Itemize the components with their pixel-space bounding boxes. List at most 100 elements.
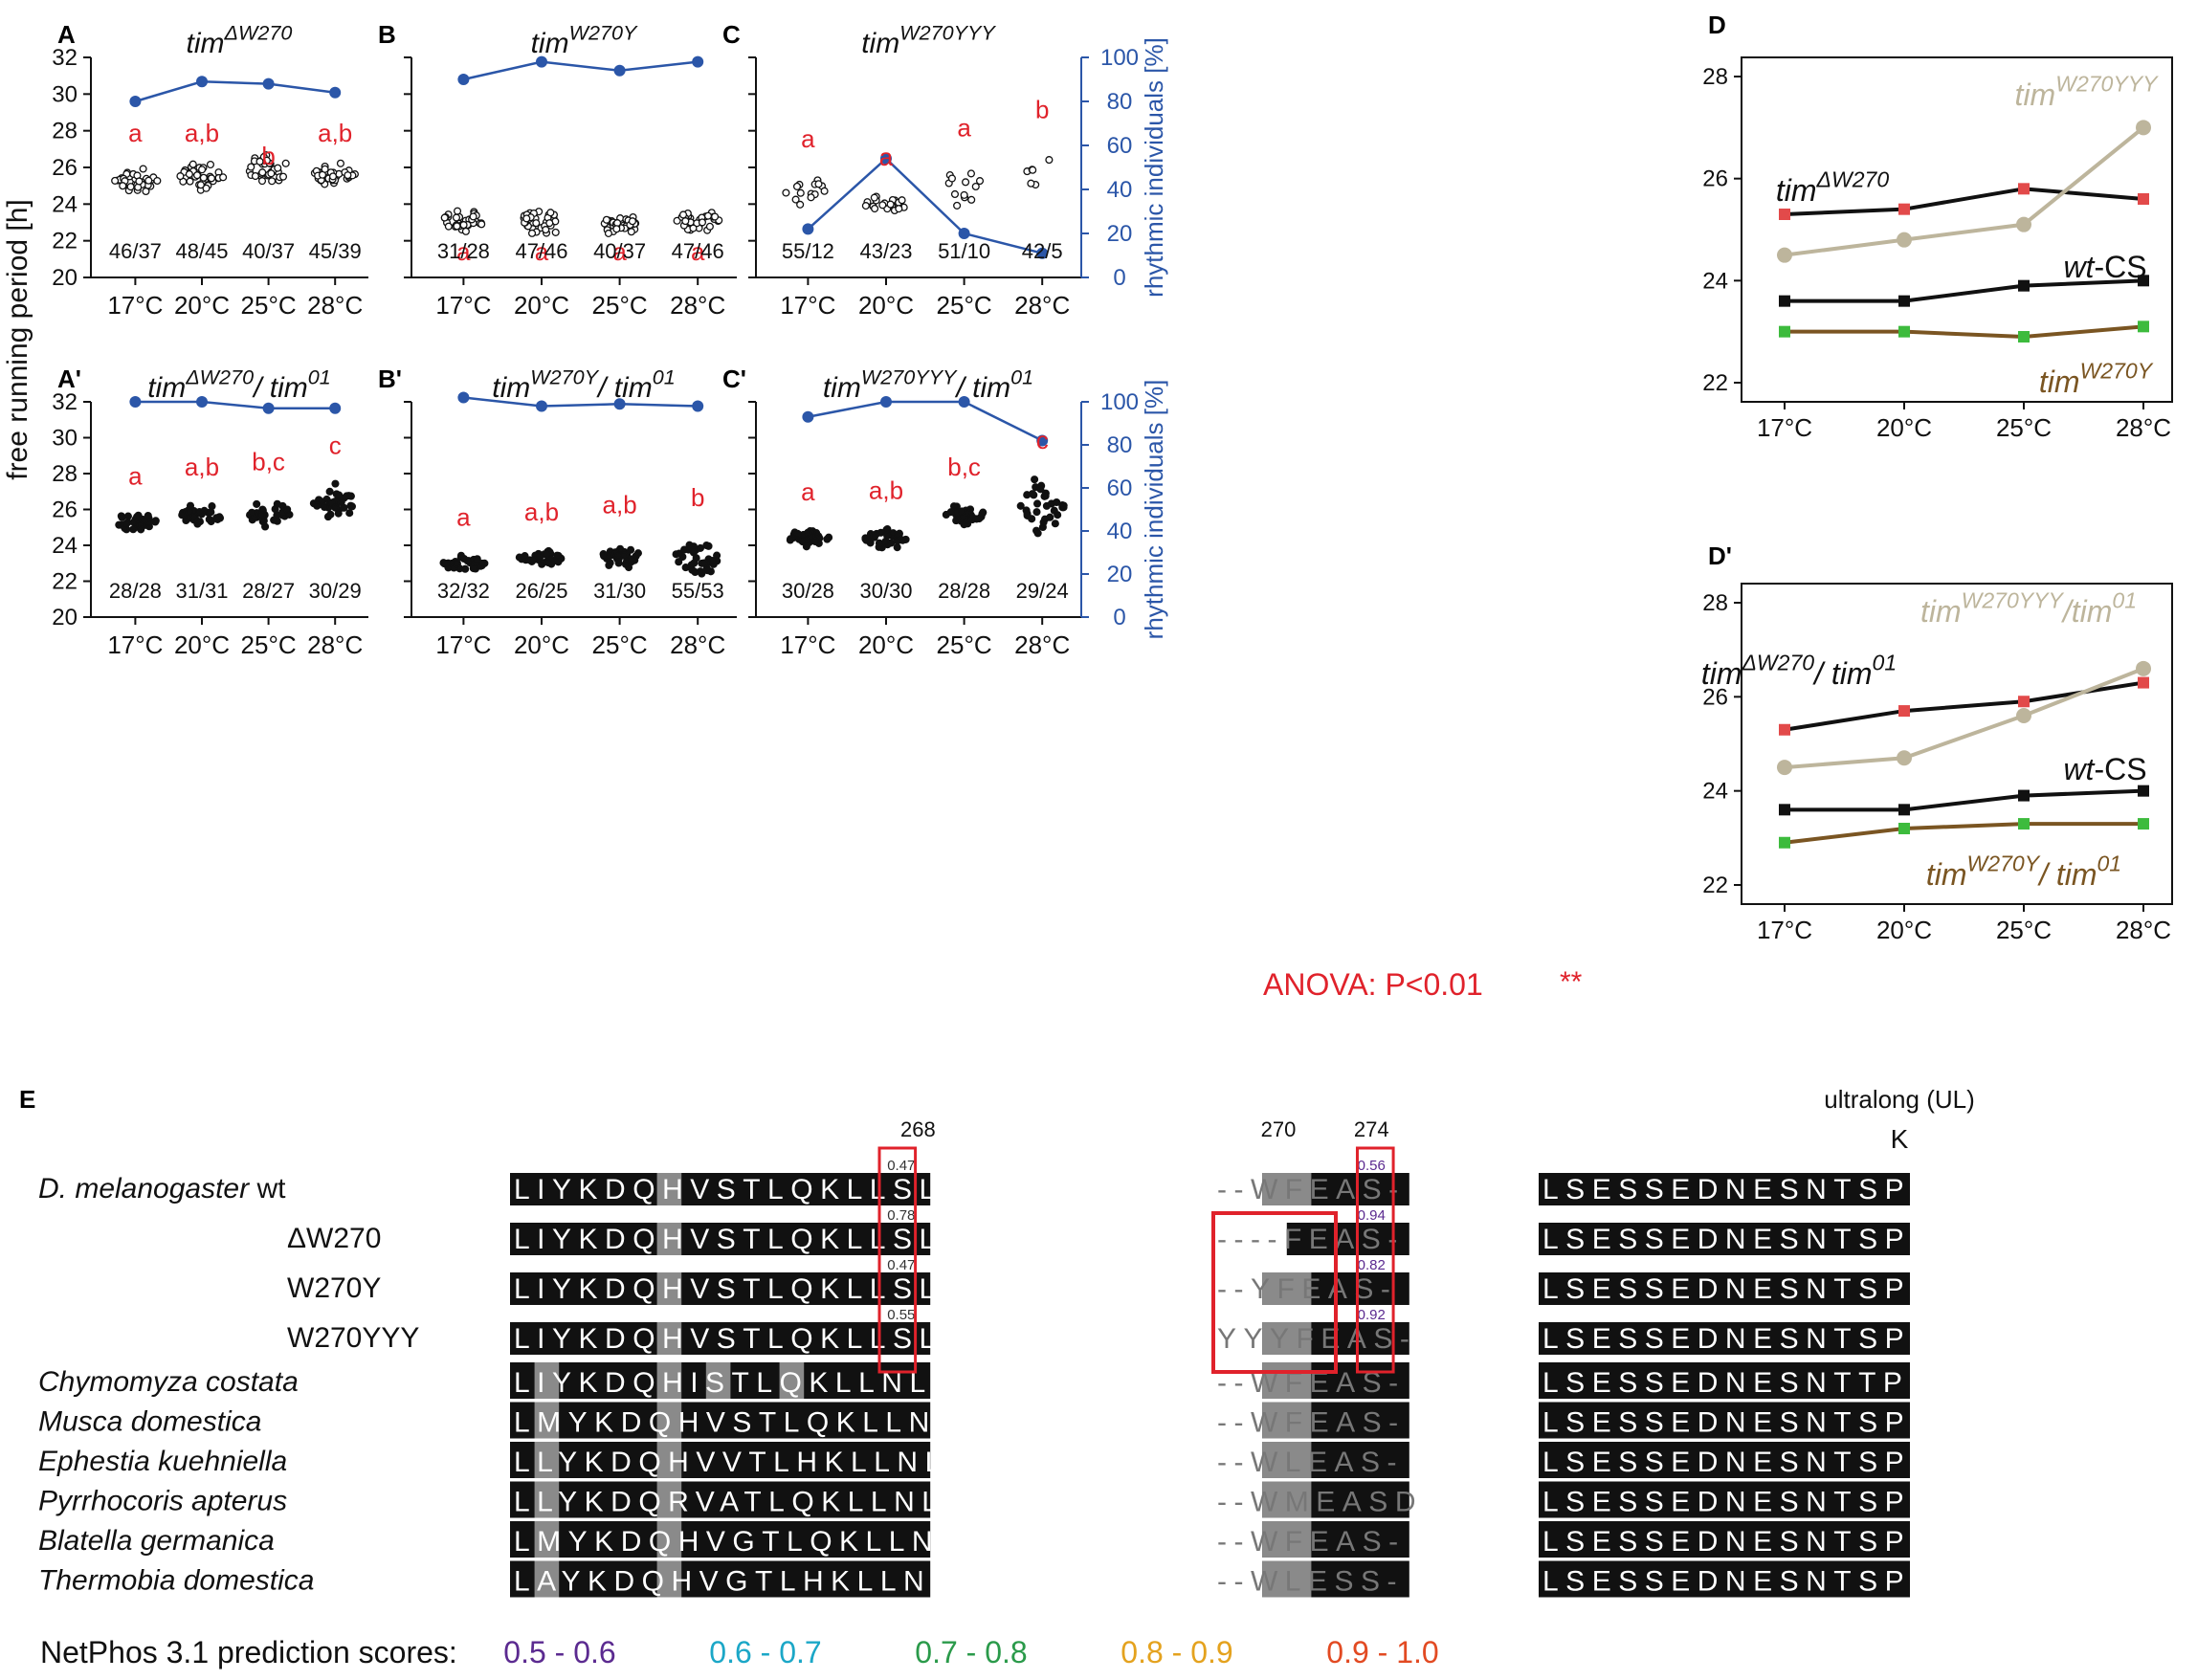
seq-name-part: W270YYY	[287, 1322, 419, 1354]
panel-A-title: timΔW270	[187, 21, 293, 60]
seq-block-bg	[510, 1272, 931, 1305]
panel-D-y-tick-label: 26	[1702, 166, 1728, 192]
panel-C-rhythmic-point	[880, 152, 892, 165]
panel-A-data-point	[153, 176, 162, 186]
panel-Dp-series-line	[1785, 788, 2144, 812]
panel-B-rhythmic-point	[613, 64, 626, 77]
panel-B-data-point	[602, 215, 610, 224]
panel-Dp-series-point	[1898, 804, 1910, 816]
panel-B-rhythmic-line	[463, 60, 699, 81]
panel-Dp-series-label: timΔW270/ tim01	[1701, 651, 1897, 691]
seq-mid-gray	[1262, 1442, 1312, 1478]
panel-B-data-point	[453, 222, 461, 231]
seq-mid-gray	[1262, 1402, 1312, 1439]
seq-block-text: LSESSEDNESNTSPP	[1542, 1526, 1938, 1558]
panel-Cp-data-point	[952, 517, 961, 525]
seq-mid-gray	[1262, 1481, 1312, 1518]
seq-name: D. melanogaster wt	[38, 1173, 286, 1205]
panel-D-y-tick-label: 22	[1702, 370, 1728, 396]
panel-Ap-data-point	[195, 518, 205, 526]
seq-name-part: W270Y	[287, 1272, 381, 1304]
panel-B-data-point	[698, 218, 707, 227]
panel-D-series-label-part: tim	[1776, 173, 1817, 208]
seq-name-part: Musca domestica	[38, 1406, 261, 1438]
panel-D-series-point	[1898, 325, 1910, 338]
score-274: 0.94	[1358, 1207, 1386, 1224]
panel-Ap-x-tick-label: 20°C	[174, 630, 230, 659]
seq-mid-text: YYYFEAS-	[1217, 1323, 1416, 1355]
panel-C-data-point	[1045, 156, 1054, 165]
seq-block-bg	[510, 1560, 931, 1598]
panel-Cp-data-point	[1023, 491, 1032, 499]
panel-Bp-data-point	[599, 552, 609, 561]
panel-B-title: timW270Y	[531, 21, 638, 60]
ul-label: ultralong (UL)	[1824, 1085, 1975, 1114]
panel-Bp-data-point	[529, 556, 538, 564]
seq-block-text: LLYKDQRVATLQKLLNL	[514, 1487, 944, 1518]
panel-Bp-rhythmic-point	[457, 391, 470, 404]
panel-Dp-series-point	[1897, 750, 1912, 766]
panel-Cp-data-point	[1016, 501, 1025, 510]
panel-Ap-y-tick-label: 32	[52, 389, 78, 415]
panel-Dp-x-tick-label: 20°C	[1876, 916, 1932, 944]
panel-Bp-x-tick-label: 28°C	[670, 630, 725, 659]
panel-B-data-point	[440, 213, 449, 222]
panel-A-letter: A	[57, 20, 76, 49]
panel-Bp-data-point	[628, 555, 636, 564]
panel-Cp-x-tick-label: 25°C	[937, 630, 992, 659]
panel-A-y-tick-label: 24	[52, 191, 78, 217]
panel-C-data-point	[1029, 166, 1037, 174]
panel-Cp-sig-letter: b,c	[947, 453, 981, 481]
seq-block-bg	[1539, 1173, 1910, 1205]
panel-Ap-y-tick-label: 28	[52, 461, 78, 487]
panel-Ap-data-point	[129, 525, 138, 534]
panel-A-title-part: ΔW270	[224, 21, 293, 45]
panel-Ap-x-tick-label: 25°C	[241, 630, 297, 659]
panel-Cp-x-tick-label: 17°C	[780, 630, 835, 659]
panel-B-rhythmic-point	[457, 74, 470, 85]
legend-item: 0.7 - 0.8	[915, 1635, 1027, 1669]
panel-B-data-point	[689, 224, 698, 232]
panel-C-y2-tick-label: 60	[1107, 133, 1133, 159]
panel-Bp-count: 32/32	[437, 579, 490, 603]
panel-B-data-point	[678, 210, 688, 219]
panel-A-data-point	[344, 171, 352, 180]
panel-C-y2-tick-label: 40	[1107, 177, 1133, 203]
panel-Ap-sig-letter: a	[128, 461, 143, 490]
score-274: 0.92	[1358, 1307, 1386, 1323]
panel-D-series-label: timΔW270	[1776, 167, 1889, 208]
panel-B-data-point	[528, 229, 537, 237]
panel-Cp-data-point	[1053, 497, 1061, 507]
seq-name: Musca domestica	[38, 1406, 261, 1438]
panel-A-data-point	[321, 165, 329, 173]
panel-A-data-point	[135, 177, 144, 186]
panel-Dp-series-point	[1779, 836, 1790, 849]
panel-Bp-title-part: W270Y	[530, 365, 599, 389]
panel-Dp-series-label-part: ΔW270	[1741, 651, 1814, 675]
panel-C-data-point	[947, 174, 956, 183]
seq-gray-cell	[656, 1560, 682, 1598]
panel-A-data-point	[274, 164, 282, 172]
seq-mid-gray	[1262, 1560, 1312, 1598]
panel-C-data-point	[820, 187, 829, 195]
panel-D-series-point	[1779, 209, 1790, 220]
panel-A-data-point	[268, 177, 277, 186]
panel-Cp-data-point	[1039, 518, 1048, 527]
panel-Cp-data-point	[1059, 501, 1068, 510]
seq-block-text: LSESSEDNESNTSPP	[1542, 1447, 1938, 1478]
panel-C-data-point	[960, 190, 968, 199]
panel-D-series-label: timW270Y	[2039, 359, 2154, 399]
panel-Ap-data-point	[178, 511, 187, 519]
panel-A-count: 40/37	[242, 239, 295, 263]
panel-Dp-series-point	[1779, 804, 1790, 816]
score-268: 0.47	[887, 1158, 915, 1174]
panel-Bp-letter: B'	[378, 365, 402, 393]
panel-Cp-title-part: tim	[823, 372, 861, 404]
anova-stars: **	[1560, 966, 1583, 998]
panel-Dp-series-point	[1779, 723, 1790, 736]
seq-name: W270Y	[287, 1272, 381, 1304]
panel-C-sig-letter: a	[801, 124, 815, 153]
panel-Cp-data-point	[1028, 515, 1036, 523]
panel-Cp-data-point	[823, 535, 832, 543]
seq-mid-text: --WMEASD	[1217, 1487, 1423, 1518]
